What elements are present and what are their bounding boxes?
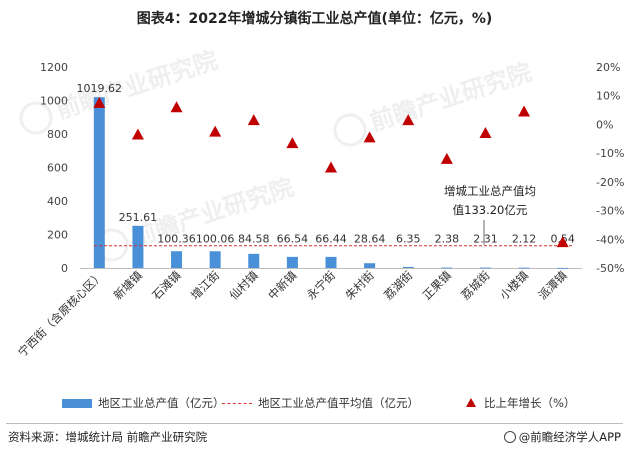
bar-data-label: 1019.62 bbox=[77, 82, 123, 95]
x-axis-category-label: 新塘镇 bbox=[111, 268, 146, 303]
y2-axis-tick-label: -50% bbox=[596, 262, 624, 275]
y-axis-tick-label: 1000 bbox=[40, 95, 68, 108]
bar bbox=[557, 267, 569, 269]
growth-marker bbox=[440, 152, 453, 164]
y2-axis-tick-label: 10% bbox=[596, 90, 620, 103]
growth-marker bbox=[131, 128, 144, 140]
bar-data-label: 2.31 bbox=[473, 233, 498, 246]
legend-line-swatch bbox=[222, 403, 252, 404]
growth-marker bbox=[286, 137, 299, 149]
x-axis-category-label: 正果镇 bbox=[420, 268, 455, 303]
x-axis-category-label: 仙村镇 bbox=[227, 268, 262, 303]
chart-title: 图表4：2022年增城分镇街工业总产值(单位：亿元，%) bbox=[136, 11, 493, 27]
legend-line-label: 地区工业总产值平均值（亿元） bbox=[258, 396, 419, 410]
y2-axis-tick-label: -40% bbox=[596, 233, 624, 246]
growth-marker bbox=[93, 96, 106, 108]
footer-divider bbox=[6, 423, 623, 424]
legend-item-triangle: 比上年增长（%） bbox=[466, 395, 575, 411]
growth-marker bbox=[518, 105, 531, 117]
y-axis-tick-label: 800 bbox=[47, 128, 68, 141]
bar bbox=[364, 263, 376, 268]
x-axis-category-label: 荔湖街 bbox=[381, 268, 416, 303]
x-axis-category-label: 中新镇 bbox=[265, 268, 300, 303]
x-axis-category-label: 宁西街（含原核心区） bbox=[15, 268, 106, 359]
bar-data-label: 6.35 bbox=[396, 233, 421, 246]
source-note: 资料来源：增城统计局 前瞻产业研究院 bbox=[8, 430, 208, 444]
bar-data-label: 100.36 bbox=[157, 233, 196, 246]
bar-data-label: 100.06 bbox=[196, 233, 235, 246]
bar bbox=[248, 253, 260, 268]
average-annotation-line1: 增城工业总产值均 bbox=[444, 184, 536, 198]
y-axis-tick-label: 200 bbox=[47, 229, 68, 242]
bar-data-label: 2.12 bbox=[512, 233, 537, 246]
y-axis-tick-label: 400 bbox=[47, 195, 68, 208]
legend-triangle-swatch bbox=[466, 398, 476, 407]
y2-axis-tick-label: -30% bbox=[596, 205, 624, 218]
x-axis-category-label: 增江街 bbox=[188, 268, 223, 303]
bar bbox=[93, 97, 105, 268]
bar bbox=[441, 267, 453, 269]
legend-triangle-label: 比上年增长（%） bbox=[484, 396, 576, 410]
bar-data-label: 2.38 bbox=[435, 233, 460, 246]
watermark-text: 前瞻产业研究院 bbox=[367, 58, 535, 137]
growth-marker bbox=[170, 101, 183, 113]
growth-marker bbox=[247, 114, 260, 126]
y2-axis-tick-label: -20% bbox=[596, 176, 624, 189]
bar-data-label: 28.64 bbox=[354, 233, 386, 246]
legend-item-bar: 地区工业总产值（亿元） bbox=[62, 395, 225, 411]
y2-axis-tick-label: -10% bbox=[596, 147, 624, 160]
legend-bar-label: 地区工业总产值（亿元） bbox=[98, 396, 225, 410]
brand-text: @前瞻经济学人APP bbox=[518, 430, 621, 444]
growth-marker bbox=[325, 161, 337, 173]
chart-legend: 地区工业总产值（亿元） 地区工业总产值平均值（亿元） 比上年增长（%） bbox=[0, 395, 629, 415]
watermark-1: 前瞻产业研究院 bbox=[333, 58, 535, 147]
bar bbox=[171, 251, 183, 268]
x-axis-category-label: 小楼镇 bbox=[497, 268, 532, 303]
growth-marker bbox=[556, 236, 569, 248]
y-axis-tick-label: 1200 bbox=[40, 61, 68, 74]
watermark-logo-icon bbox=[333, 113, 367, 147]
x-axis-category-label: 石滩镇 bbox=[149, 268, 184, 303]
brand-logo-icon bbox=[503, 431, 516, 443]
watermark-logo-icon bbox=[19, 101, 53, 135]
growth-marker bbox=[209, 125, 222, 137]
y-axis-tick-label: 0 bbox=[61, 262, 68, 275]
legend-bar-swatch bbox=[62, 399, 92, 408]
legend-item-line: 地区工业总产值平均值（亿元） bbox=[222, 395, 419, 411]
bar-data-label: 251.61 bbox=[119, 211, 158, 224]
bar bbox=[479, 267, 491, 269]
bar-data-label: 66.54 bbox=[277, 233, 309, 246]
bar bbox=[286, 256, 298, 268]
y-axis-tick-label: 600 bbox=[47, 162, 68, 175]
brand-credit: @前瞻经济学人APP bbox=[503, 429, 621, 445]
bar bbox=[325, 256, 337, 268]
bar bbox=[518, 267, 530, 269]
growth-marker bbox=[363, 131, 376, 143]
x-axis-category-label: 派潭镇 bbox=[536, 268, 571, 303]
bar bbox=[209, 251, 221, 268]
bar bbox=[402, 266, 414, 268]
growth-marker bbox=[479, 127, 492, 139]
x-axis-category-label: 荔城街 bbox=[458, 268, 493, 303]
y2-axis-tick-label: 0% bbox=[596, 118, 613, 131]
average-annotation-line2: 值133.20亿元 bbox=[453, 203, 528, 217]
growth-marker bbox=[402, 114, 415, 126]
bar bbox=[132, 225, 144, 268]
x-axis-category-label: 永宁街 bbox=[304, 268, 339, 303]
bar-data-label: 66.44 bbox=[315, 233, 347, 246]
x-axis-category-label: 朱村街 bbox=[342, 268, 377, 303]
y2-axis-tick-label: 20% bbox=[596, 61, 620, 74]
bar-data-label: 84.58 bbox=[238, 233, 270, 246]
